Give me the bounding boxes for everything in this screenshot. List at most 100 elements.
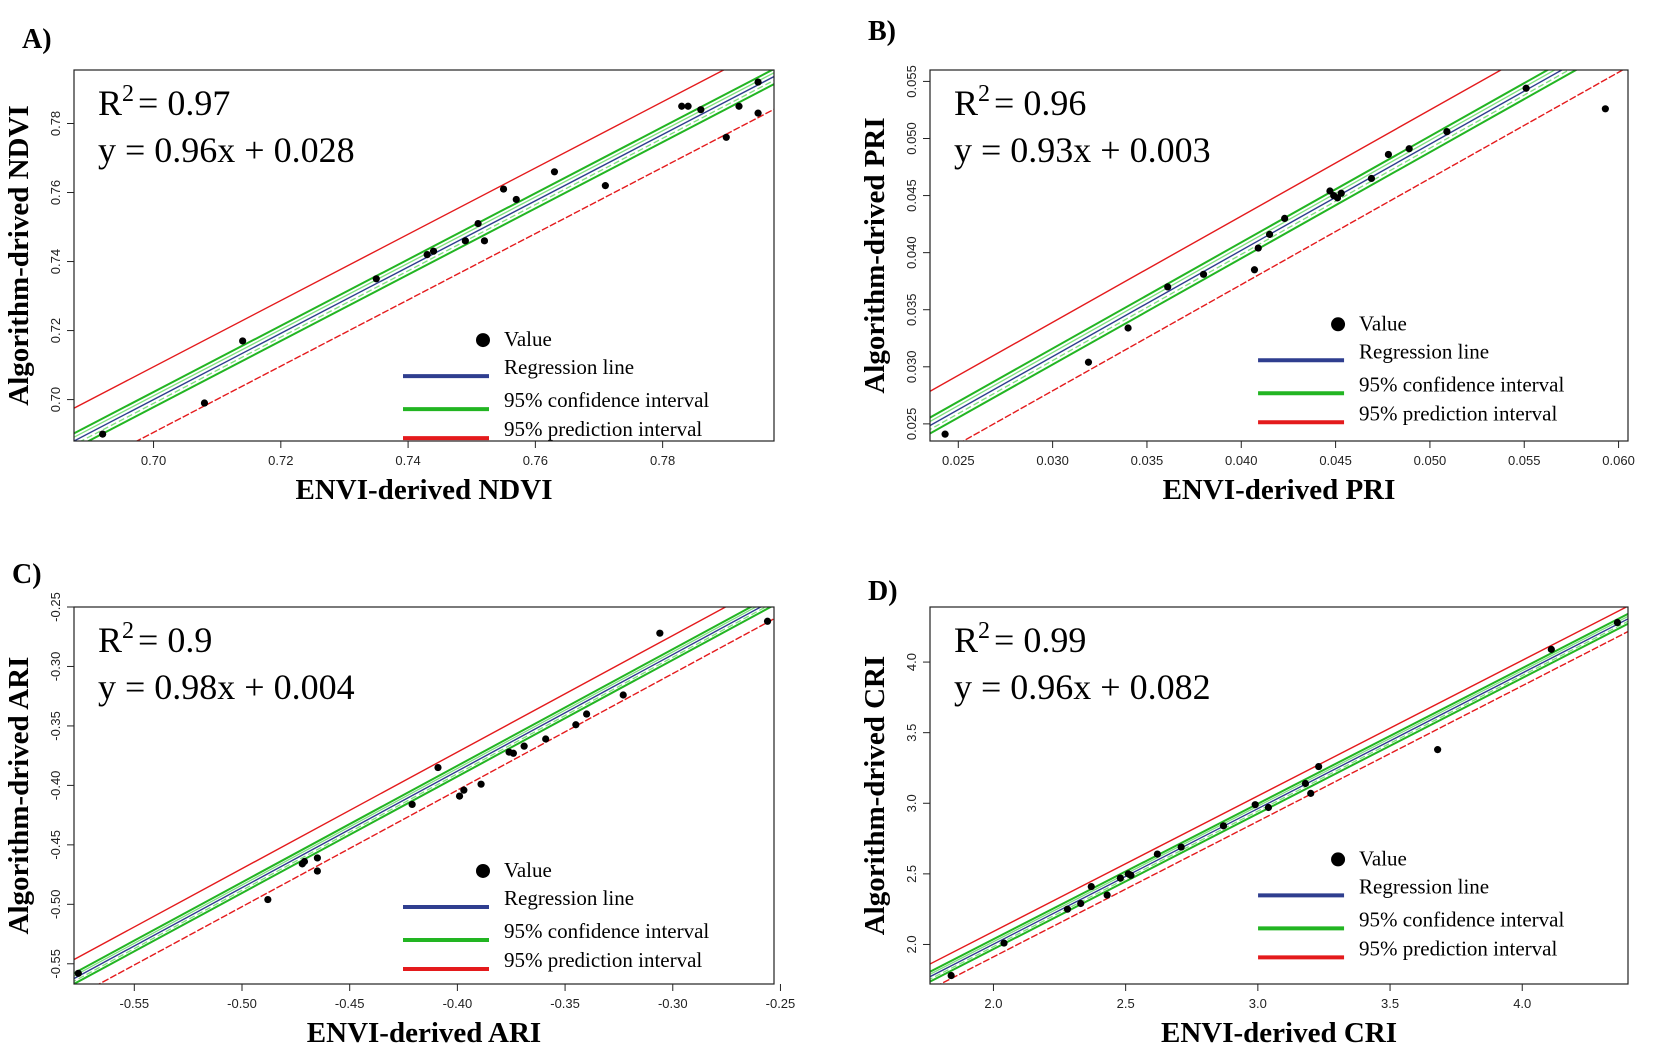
- x-axis-title: ENVI-derived ARI: [307, 1017, 541, 1049]
- regression-line: [74, 75, 774, 441]
- y-tick-label: 0.030: [904, 351, 919, 384]
- y-axis: 2.0 2.5 3.0 3.5 4.0: [904, 653, 930, 954]
- data-point: [550, 168, 559, 176]
- x-axis: 0.70 0.72 0.74 0.76 0.78: [141, 441, 675, 468]
- regression-equation: y = 0.93x + 0.003: [954, 130, 1211, 170]
- confidence-lower-line: [930, 70, 1579, 435]
- legend-regression-label: Regression line: [1359, 874, 1489, 898]
- panel-label: B): [868, 16, 896, 47]
- y-tick-label: 0.76: [48, 180, 63, 205]
- x-axis: -0.55 -0.50 -0.45 -0.40 -0.35 -0.30 -0.25: [119, 984, 795, 1011]
- confidence-upper-inner-line: [930, 615, 1628, 975]
- data-point: [941, 430, 949, 438]
- y-tick-label: -0.35: [48, 711, 63, 741]
- data-point: [313, 854, 321, 862]
- data-point: [455, 792, 464, 800]
- r-squared-text: R2 = 0.97: [98, 81, 230, 123]
- data-point: [1251, 801, 1259, 809]
- legend-confidence-label: 95% confidence interval: [1359, 907, 1564, 931]
- y-tick-label: 0.035: [904, 293, 919, 326]
- data-point: [1077, 899, 1085, 908]
- r-squared-text: R2 = 0.9: [98, 618, 212, 660]
- fit-lines: [74, 70, 774, 441]
- data-point: [678, 102, 686, 110]
- y-tick-label: 2.0: [904, 935, 919, 953]
- r-squared-exponent: 2: [978, 81, 990, 107]
- data-point: [1613, 618, 1622, 627]
- x-tick-label: 0.78: [650, 453, 675, 468]
- data-point: [1281, 214, 1289, 222]
- x-tick-label: 3.5: [1381, 996, 1399, 1011]
- data-point: [408, 800, 416, 809]
- data-point: [1315, 762, 1323, 771]
- r-squared-exponent: 2: [122, 81, 134, 107]
- r-squared-symbol: R: [98, 83, 122, 123]
- data-point: [1547, 645, 1555, 653]
- x-tick-label: 0.025: [942, 453, 975, 468]
- data-point: [572, 721, 580, 729]
- x-tick-label: -0.45: [335, 996, 365, 1011]
- data-point: [460, 786, 468, 794]
- legend-value-marker: [1331, 852, 1346, 867]
- r-squared-exponent: 2: [122, 618, 134, 644]
- data-point: [434, 763, 442, 772]
- data-point: [1177, 843, 1185, 851]
- confidence-upper-line: [74, 607, 753, 975]
- x-tick-label: 0.055: [1508, 453, 1541, 468]
- y-tick-label: 0.74: [48, 249, 63, 274]
- data-point: [684, 102, 692, 110]
- y-tick-label: 0.025: [904, 408, 919, 441]
- y-tick-label: 3.0: [904, 794, 919, 812]
- data-point: [1601, 105, 1609, 113]
- y-tick-label: 3.5: [904, 724, 919, 742]
- y-axis-title: Algorithm-drived PRI: [859, 117, 891, 393]
- plot-frame: [73, 69, 775, 442]
- fit-lines: [74, 607, 774, 984]
- plot-frame: [929, 606, 1629, 985]
- data-point: [947, 971, 955, 980]
- y-tick-label: 0.70: [48, 387, 63, 412]
- data-point: [1367, 174, 1376, 183]
- chart-panel-2: B)0.025 0.030 0.035 0.040 0.045 0.050 0.055 0.0…: [859, 16, 1635, 506]
- data-point: [1522, 84, 1530, 92]
- x-tick-label: 2.0: [984, 996, 1002, 1011]
- x-tick-label: 0.045: [1319, 453, 1352, 468]
- data-point: [480, 237, 489, 245]
- fit-lines: [930, 70, 1625, 441]
- confidence-upper-line: [74, 70, 774, 435]
- legend-regression-label: Regression line: [1359, 339, 1489, 363]
- y-axis-title: Algorithm-drived ARI: [3, 657, 35, 935]
- data-point: [1250, 266, 1259, 274]
- prediction-lower-line: [97, 618, 774, 984]
- r-squared-symbol: R: [954, 83, 978, 123]
- x-tick-label: -0.40: [443, 996, 473, 1011]
- data-point: [542, 735, 550, 743]
- legend-regression-label: Regression line: [504, 886, 634, 910]
- x-tick-label: 4.0: [1513, 996, 1531, 1011]
- y-tick-label: -0.50: [48, 889, 63, 919]
- data-points: [947, 618, 1622, 980]
- regression-line: [74, 607, 763, 980]
- legend-confidence-label: 95% confidence interval: [504, 919, 709, 943]
- legend-value-label: Value: [504, 327, 552, 351]
- legend-prediction-label: 95% prediction interval: [1359, 936, 1557, 960]
- legend-prediction-label: 95% prediction interval: [504, 948, 702, 972]
- legend: Value Regression line 95% confidence inter…: [403, 327, 709, 441]
- data-point: [1127, 871, 1135, 879]
- y-tick-label: -0.40: [48, 771, 63, 801]
- data-points: [941, 84, 1609, 438]
- data-point: [461, 237, 469, 245]
- x-tick-label: 0.70: [141, 453, 166, 468]
- data-point: [656, 629, 664, 637]
- legend: Value Regression line 95% confidence inter…: [403, 858, 709, 972]
- chart-panel-4: D) 2.0 2.5 3.0 3.5 4.0 2.0 2.5 3.0 3.5 4.0 ENVI-der…: [859, 576, 1629, 1049]
- data-point: [520, 742, 528, 750]
- regression-equation: y = 0.96x + 0.082: [954, 667, 1211, 707]
- data-point: [1265, 230, 1274, 238]
- data-points: [74, 617, 772, 977]
- regression-equation: y = 0.96x + 0.028: [98, 130, 355, 170]
- x-tick-label: 0.76: [523, 453, 548, 468]
- data-point: [200, 399, 209, 407]
- data-points: [99, 78, 762, 438]
